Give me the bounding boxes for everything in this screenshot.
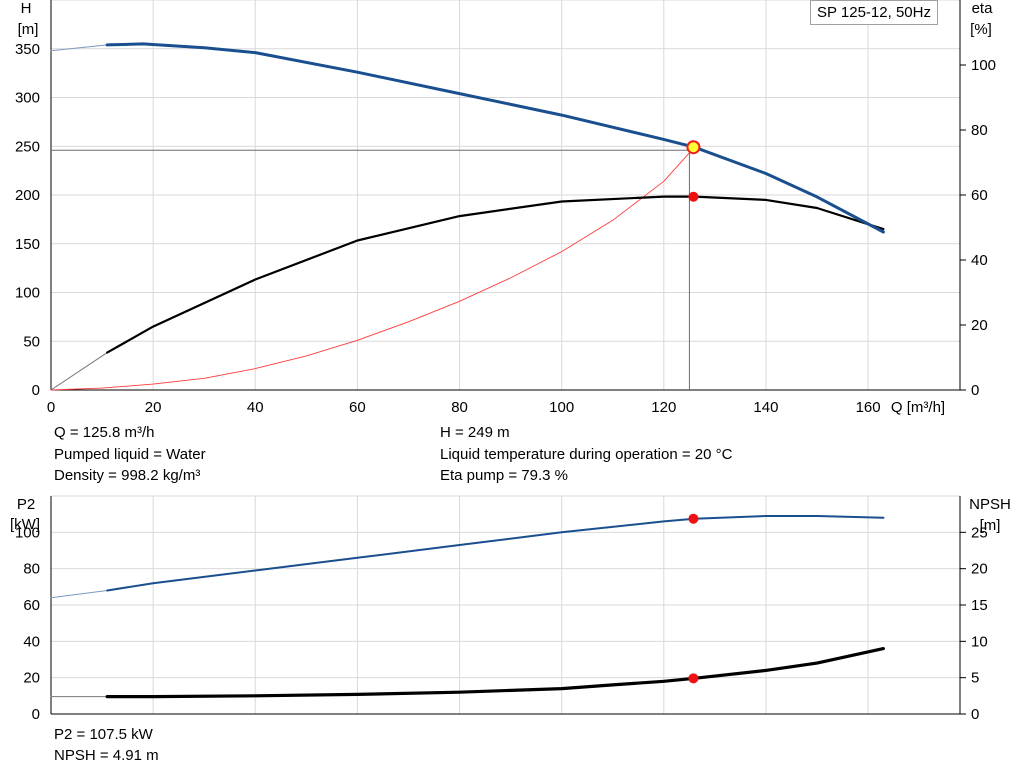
system-curve xyxy=(50,146,695,391)
p2-curve-extension xyxy=(50,590,108,599)
h-tick-label: 250 xyxy=(15,138,40,155)
p2-axis-label: P2 xyxy=(17,496,35,513)
npsh-tick-label: 15 xyxy=(971,597,988,614)
npsh-axis-label: NPSH xyxy=(969,496,1011,513)
q-tick-label: 40 xyxy=(247,399,264,416)
npsh-axis-unit: [m] xyxy=(980,517,1001,534)
h-tick-label: 300 xyxy=(15,90,40,107)
npsh-tick-label: 0 xyxy=(971,706,979,723)
info-eta: Eta pump = 79.3 % xyxy=(440,467,568,484)
eta-tick-label: 0 xyxy=(971,382,979,399)
p2-tick-label: 20 xyxy=(23,670,40,687)
h-tick-label: 150 xyxy=(15,236,40,253)
info-liquid: Pumped liquid = Water xyxy=(54,446,206,463)
q-tick-label: 80 xyxy=(451,399,468,416)
head-curve-extension xyxy=(50,44,108,52)
npsh-curve xyxy=(105,647,885,699)
eta-curve xyxy=(106,195,885,354)
npsh-tick-label: 5 xyxy=(971,670,979,687)
p2-tick-label: 100 xyxy=(15,524,40,541)
npsh-tick-label: 25 xyxy=(971,524,988,541)
duty-point-eta xyxy=(688,191,699,202)
q-tick-label: 120 xyxy=(651,399,676,416)
h-tick-label: 200 xyxy=(15,187,40,204)
eta-tick-label: 60 xyxy=(971,187,988,204)
q-tick-label: 100 xyxy=(549,399,574,416)
info-p2: P2 = 107.5 kW xyxy=(54,726,153,743)
p2-tick-label: 40 xyxy=(23,633,40,650)
p2-tick-label: 80 xyxy=(23,561,40,578)
npsh-tick-label: 20 xyxy=(971,561,988,578)
info-temp: Liquid temperature during operation = 20… xyxy=(440,446,733,463)
p2-curve xyxy=(106,515,885,592)
eta-tick-label: 20 xyxy=(971,317,988,334)
p2-tick-label: 60 xyxy=(23,597,40,614)
q-tick-label: 20 xyxy=(145,399,162,416)
q-tick-label: 60 xyxy=(349,399,366,416)
pump-title: SP 125-12, 50Hz xyxy=(817,4,931,21)
h-tick-label: 0 xyxy=(32,382,40,399)
info-density: Density = 998.2 kg/m³ xyxy=(54,467,201,484)
h-tick-label: 50 xyxy=(23,333,40,350)
q-tick-label: 140 xyxy=(753,399,778,416)
duty-point-p2 xyxy=(688,513,699,524)
eta-tick-label: 100 xyxy=(971,57,996,74)
duty-point-head xyxy=(686,140,701,155)
eta-axis-unit: [%] xyxy=(970,21,992,38)
eta-axis-label: eta xyxy=(972,0,994,17)
npsh-tick-label: 10 xyxy=(971,633,988,650)
h-tick-label: 350 xyxy=(15,41,40,58)
info-h: H = 249 m xyxy=(440,424,510,441)
pump-title-box: SP 125-12, 50Hz xyxy=(810,0,938,25)
q-tick-label: 160 xyxy=(856,399,881,416)
h-axis-label: H xyxy=(21,0,32,17)
info-npsh: NPSH = 4.91 m xyxy=(54,747,159,764)
q-tick-label: 0 xyxy=(47,399,55,416)
q-axis-label: Q [m³/h] xyxy=(891,399,945,416)
duty-point-npsh xyxy=(688,673,699,684)
eta-tick-label: 80 xyxy=(971,122,988,139)
info-q: Q = 125.8 m³/h xyxy=(54,424,155,441)
h-tick-label: 100 xyxy=(15,285,40,302)
h-axis-unit: [m] xyxy=(18,21,39,38)
eta-curve-extension xyxy=(50,352,108,391)
p2-axis-unit: [kW] xyxy=(10,516,40,533)
eta-tick-label: 40 xyxy=(971,252,988,269)
head-curve xyxy=(105,42,885,234)
p2-tick-label: 0 xyxy=(32,706,40,723)
